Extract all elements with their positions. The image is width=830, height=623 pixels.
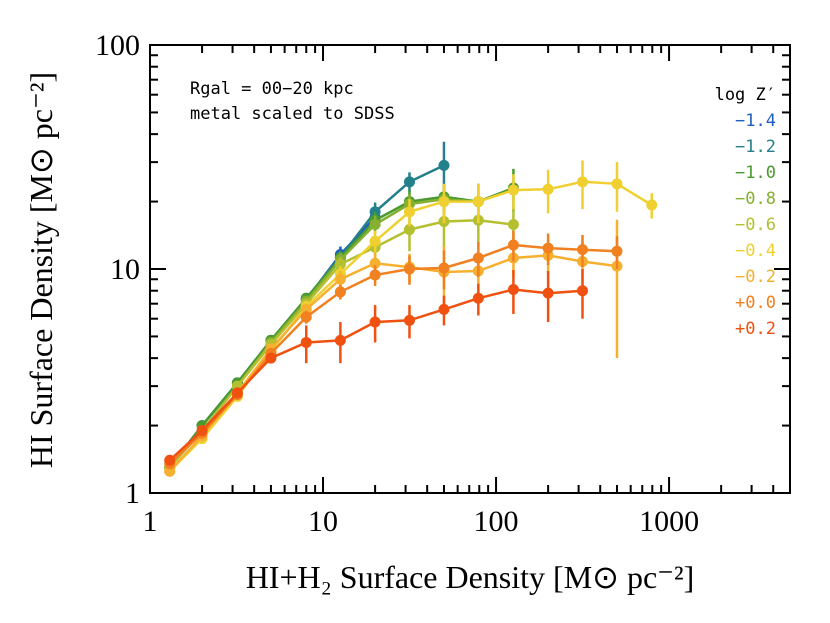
- legend-label: −0.8: [735, 189, 776, 209]
- x-tick-label: 100: [474, 505, 519, 538]
- x-tick-label: 1000: [639, 505, 699, 538]
- data-point: [611, 178, 623, 190]
- data-point: [369, 257, 381, 269]
- series-line: [168, 197, 479, 469]
- data-point: [300, 311, 312, 323]
- data-point: [403, 176, 415, 188]
- y-tick-label: 100: [95, 29, 140, 62]
- legend-title: log Z′: [715, 85, 776, 105]
- series: [164, 183, 484, 473]
- data-point: [507, 239, 519, 251]
- x-tick-label: 1: [143, 505, 158, 538]
- data-point: [438, 303, 450, 315]
- data-point: [231, 387, 243, 399]
- data-point: [542, 183, 554, 195]
- data-point: [334, 258, 346, 270]
- y-tick-label: 1: [125, 477, 140, 510]
- legend-label: +0.2: [735, 319, 776, 339]
- data-point: [507, 219, 519, 231]
- data-point: [542, 242, 554, 254]
- series: [164, 269, 588, 466]
- data-point: [472, 196, 484, 208]
- legend-label: −1.2: [735, 137, 776, 157]
- data-point: [300, 336, 312, 348]
- data-point: [164, 454, 176, 466]
- data-point: [403, 314, 415, 326]
- data-point: [300, 303, 312, 315]
- data-point: [334, 286, 346, 298]
- data-point: [542, 287, 554, 299]
- data-point: [369, 316, 381, 328]
- data-point: [472, 292, 484, 304]
- data-point: [403, 224, 415, 236]
- y-tick-label: 10: [110, 253, 140, 286]
- legend-label: −1.0: [735, 163, 776, 183]
- x-axis-label: HI+H₂ Surface Density [M⊙ pc⁻²]: [246, 559, 695, 595]
- x-tick-label: 10: [308, 505, 338, 538]
- data-point: [611, 245, 623, 257]
- data-point: [438, 196, 450, 208]
- series-line: [168, 243, 618, 465]
- series: [164, 219, 623, 477]
- legend-label: −0.2: [735, 267, 776, 287]
- data-point: [646, 199, 658, 211]
- legend-label: +0.0: [735, 293, 776, 313]
- series: [164, 168, 519, 473]
- data-point: [507, 283, 519, 295]
- data-point: [576, 176, 588, 188]
- data-point: [369, 235, 381, 247]
- annotation: Rgal = 00−20 kpc: [190, 79, 354, 99]
- data-point: [472, 252, 484, 264]
- data-point: [369, 269, 381, 281]
- data-point: [369, 219, 381, 231]
- data-point: [576, 285, 588, 297]
- data-point: [334, 334, 346, 346]
- data-point: [403, 263, 415, 275]
- y-axis-label: HI Surface Density [M⊙ pc⁻²]: [23, 72, 59, 468]
- data-point: [576, 244, 588, 256]
- annotation: metal scaled to SDSS: [190, 104, 395, 124]
- data-point: [265, 352, 277, 364]
- data-point: [438, 159, 450, 171]
- data-point: [196, 425, 208, 437]
- legend-label: −0.4: [735, 241, 776, 261]
- legend-label: −0.6: [735, 215, 776, 235]
- legend-label: −1.4: [735, 111, 776, 131]
- data-point: [438, 262, 450, 274]
- data-point: [334, 273, 346, 285]
- series: [164, 230, 623, 470]
- data-point: [507, 184, 519, 196]
- series-line: [168, 254, 618, 473]
- data-point: [403, 206, 415, 218]
